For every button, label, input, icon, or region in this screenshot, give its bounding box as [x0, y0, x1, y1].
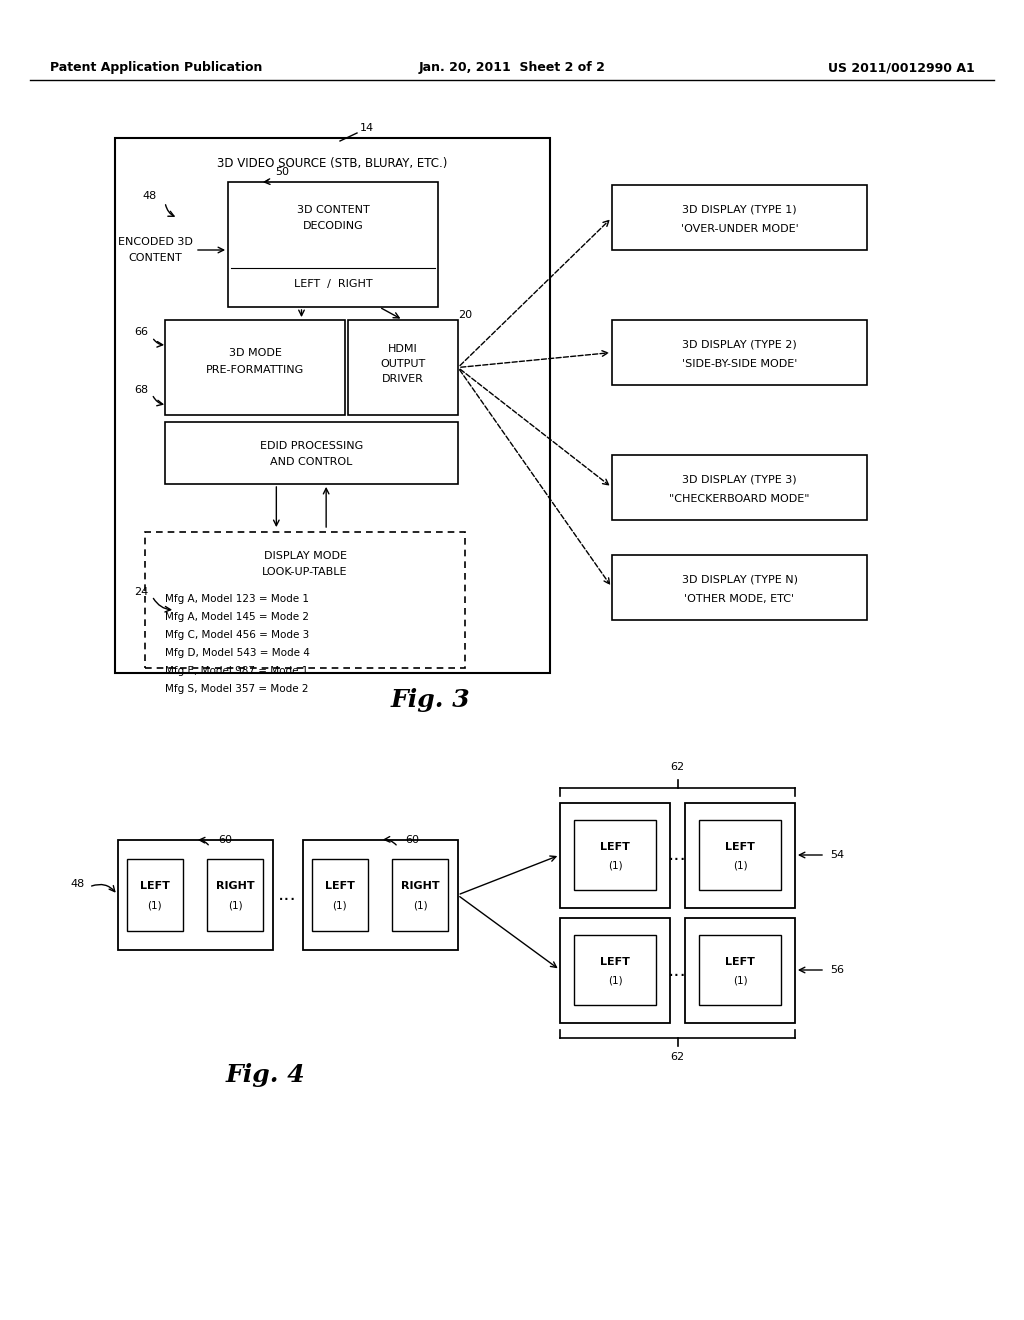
Text: 'OTHER MODE, ETC': 'OTHER MODE, ETC': [684, 594, 795, 605]
Text: (1): (1): [147, 900, 162, 911]
Bar: [115, 139, 550, 673]
Text: Fig. 3: Fig. 3: [390, 688, 470, 711]
Text: 62: 62: [671, 763, 685, 772]
Bar: [348, 319, 458, 414]
Text: LEFT: LEFT: [600, 842, 630, 851]
Text: (1): (1): [413, 900, 428, 911]
Text: CONTENT: CONTENT: [128, 253, 182, 263]
Bar: [165, 319, 345, 414]
Bar: [685, 917, 795, 1023]
Bar: [165, 422, 458, 484]
Text: "CHECKERBOARD MODE": "CHECKERBOARD MODE": [670, 494, 810, 504]
Bar: [685, 803, 795, 908]
Bar: [573, 936, 656, 1005]
Text: 3D VIDEO SOURCE (STB, BLURAY, ETC.): 3D VIDEO SOURCE (STB, BLURAY, ETC.): [217, 157, 447, 169]
Text: DRIVER: DRIVER: [382, 374, 424, 384]
Bar: [145, 532, 465, 668]
Bar: [118, 840, 272, 950]
Text: 48: 48: [71, 879, 85, 888]
Bar: [392, 859, 449, 932]
Text: (1): (1): [733, 975, 748, 986]
Text: 'SIDE-BY-SIDE MODE': 'SIDE-BY-SIDE MODE': [682, 359, 798, 370]
Text: ...: ...: [668, 846, 687, 865]
Bar: [228, 182, 438, 308]
Text: HDMI: HDMI: [388, 345, 418, 354]
Text: 3D DISPLAY (TYPE N): 3D DISPLAY (TYPE N): [682, 574, 798, 583]
Text: LEFT: LEFT: [600, 957, 630, 966]
Text: ...: ...: [668, 961, 687, 979]
Text: 3D MODE: 3D MODE: [228, 348, 282, 358]
Text: 66: 66: [134, 327, 148, 337]
Text: 3D DISPLAY (TYPE 2): 3D DISPLAY (TYPE 2): [682, 339, 797, 348]
Bar: [612, 319, 867, 385]
Text: Patent Application Publication: Patent Application Publication: [50, 62, 262, 74]
Text: 20: 20: [458, 310, 472, 319]
Text: LOOK-UP-TABLE: LOOK-UP-TABLE: [262, 568, 348, 577]
Bar: [612, 455, 867, 520]
Text: 3D DISPLAY (TYPE 3): 3D DISPLAY (TYPE 3): [682, 474, 797, 484]
Bar: [612, 554, 867, 620]
Text: EDID PROCESSING: EDID PROCESSING: [260, 441, 364, 451]
Text: 24: 24: [134, 587, 148, 597]
Text: RIGHT: RIGHT: [216, 882, 255, 891]
Text: LEFT: LEFT: [325, 882, 354, 891]
Text: Mfg E, Model 987 = Mode 1: Mfg E, Model 987 = Mode 1: [165, 667, 308, 676]
Text: 50: 50: [275, 168, 289, 177]
Text: DECODING: DECODING: [303, 220, 364, 231]
Text: Mfg A, Model 123 = Mode 1: Mfg A, Model 123 = Mode 1: [165, 594, 309, 605]
Text: Fig. 4: Fig. 4: [225, 1063, 305, 1086]
Text: 60: 60: [406, 836, 419, 845]
Text: 14: 14: [360, 123, 374, 133]
Text: LEFT: LEFT: [725, 957, 755, 966]
Text: DISPLAY MODE: DISPLAY MODE: [263, 550, 346, 561]
Text: Jan. 20, 2011  Sheet 2 of 2: Jan. 20, 2011 Sheet 2 of 2: [419, 62, 605, 74]
Bar: [208, 859, 263, 932]
Text: OUTPUT: OUTPUT: [380, 359, 426, 370]
Text: RIGHT: RIGHT: [401, 882, 439, 891]
Bar: [573, 820, 656, 890]
Text: PRE-FORMATTING: PRE-FORMATTING: [206, 366, 304, 375]
Text: Mfg C, Model 456 = Mode 3: Mfg C, Model 456 = Mode 3: [165, 630, 309, 640]
Text: LEFT: LEFT: [725, 842, 755, 851]
Text: LEFT: LEFT: [139, 882, 170, 891]
Text: 56: 56: [830, 965, 844, 975]
Bar: [698, 820, 781, 890]
Text: (1): (1): [733, 861, 748, 870]
Bar: [127, 859, 182, 932]
Text: 3D DISPLAY (TYPE 1): 3D DISPLAY (TYPE 1): [682, 205, 797, 214]
Text: 3D CONTENT: 3D CONTENT: [297, 205, 370, 215]
Bar: [560, 917, 670, 1023]
Text: (1): (1): [607, 975, 623, 986]
Text: Mfg D, Model 543 = Mode 4: Mfg D, Model 543 = Mode 4: [165, 648, 310, 657]
Bar: [311, 859, 368, 932]
Text: AND CONTROL: AND CONTROL: [270, 457, 352, 467]
Text: 60: 60: [218, 836, 232, 845]
Text: 'OVER-UNDER MODE': 'OVER-UNDER MODE': [681, 224, 799, 234]
Text: 68: 68: [134, 385, 148, 395]
Text: (1): (1): [607, 861, 623, 870]
Text: 48: 48: [142, 191, 157, 201]
Bar: [302, 840, 458, 950]
Text: 62: 62: [671, 1052, 685, 1063]
Bar: [560, 803, 670, 908]
Text: ENCODED 3D: ENCODED 3D: [118, 238, 193, 247]
Bar: [698, 936, 781, 1005]
Text: US 2011/0012990 A1: US 2011/0012990 A1: [828, 62, 975, 74]
Text: Mfg S, Model 357 = Mode 2: Mfg S, Model 357 = Mode 2: [165, 684, 308, 694]
Text: ...: ...: [279, 886, 297, 904]
Text: Mfg A, Model 145 = Mode 2: Mfg A, Model 145 = Mode 2: [165, 612, 309, 622]
Text: (1): (1): [228, 900, 243, 911]
Text: LEFT  /  RIGHT: LEFT / RIGHT: [294, 279, 373, 289]
Text: 54: 54: [830, 850, 844, 861]
Bar: [612, 185, 867, 249]
Text: (1): (1): [333, 900, 347, 911]
